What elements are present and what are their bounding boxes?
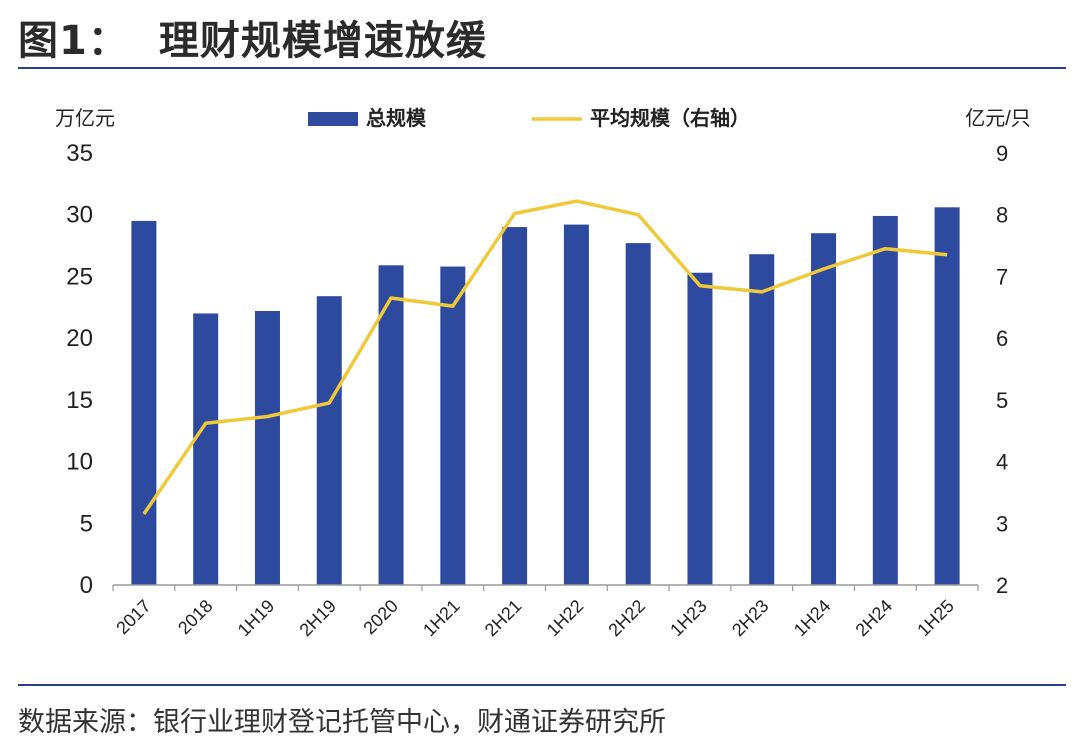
- right-axis-label: 亿元/只: [965, 107, 1031, 130]
- source-note: 数据来源：银行业理财登记托管中心，财通证券研究所: [18, 707, 666, 738]
- x-axis: [112, 584, 979, 591]
- footer-divider: [18, 684, 1066, 686]
- x-tick-label: 2H21: [481, 596, 526, 641]
- x-tick-label: 1H25: [913, 596, 958, 641]
- bar-2H24: [872, 215, 898, 585]
- left-tick-label: 15: [66, 387, 93, 414]
- x-tick-label: 1H21: [419, 596, 464, 641]
- x-tick-label: 2020: [359, 596, 401, 638]
- bar-2H19: [316, 296, 342, 585]
- right-tick-label: 4: [996, 450, 1008, 475]
- left-tick-label: 20: [66, 325, 93, 352]
- left-tick-label: 30: [66, 202, 93, 229]
- title-divider: [18, 67, 1066, 69]
- left-tick-label: 25: [66, 263, 93, 290]
- left-tick-label: 0: [80, 572, 93, 599]
- legend-bar-swatch: [308, 112, 358, 126]
- left-axis-ticks: 0 5 10 15 20 25 30 35: [66, 140, 93, 599]
- bar-2H23: [749, 254, 775, 585]
- x-tick-label: 1H19: [234, 596, 279, 641]
- right-tick-label: 7: [996, 264, 1008, 289]
- bar-1H21: [440, 266, 466, 585]
- combo-chart: 0 5 10 15 20 25 30 35 2 3 4 5 6 7 8 9 2017 2018 1H19 2H19…: [55, 106, 1031, 641]
- bar-1H19: [254, 310, 280, 585]
- figure-label: 图1：: [18, 18, 129, 64]
- x-tick-label: 2017: [112, 596, 154, 638]
- x-tick-label: 2H22: [604, 596, 649, 641]
- right-tick-label: 8: [996, 203, 1008, 228]
- bar-1H22: [563, 224, 589, 586]
- x-tick-label: 1H24: [790, 596, 835, 641]
- bar-2017: [131, 220, 157, 585]
- bar-2H22: [625, 243, 651, 586]
- right-tick-label: 2: [996, 573, 1008, 598]
- right-tick-label: 3: [996, 511, 1008, 536]
- x-tick-label: 2H19: [296, 596, 341, 641]
- bar-2H21: [502, 227, 528, 586]
- figure-title-text: 理财规模增速放缓: [158, 18, 487, 64]
- line-series-average: [142, 199, 948, 515]
- average-scale-line: [142, 199, 948, 515]
- x-tick-label: 2018: [174, 596, 216, 638]
- bar-1H23: [687, 272, 713, 585]
- left-tick-label: 5: [80, 510, 93, 537]
- figure-title: 图1： 理财规模增速放缓: [18, 8, 487, 66]
- left-tick-label: 10: [66, 449, 93, 476]
- bar-2018: [193, 313, 219, 585]
- right-tick-label: 5: [996, 388, 1008, 413]
- x-tick-label: 1H22: [543, 596, 588, 641]
- left-axis-label: 万亿元: [55, 107, 115, 130]
- legend-line-label: 平均规模（右轴）: [590, 106, 750, 130]
- bar-2020: [378, 265, 404, 585]
- x-tick-label: 2H24: [852, 596, 897, 641]
- right-tick-label: 9: [996, 141, 1008, 166]
- right-tick-label: 6: [996, 326, 1008, 351]
- bar-1H24: [811, 233, 837, 585]
- x-tick-label: 2H23: [728, 596, 773, 641]
- right-axis-ticks: 2 3 4 5 6 7 8 9: [996, 141, 1008, 598]
- bar-series-total: [131, 207, 960, 586]
- legend: 总规模 平均规模（右轴）: [308, 106, 750, 130]
- left-tick-label: 35: [66, 140, 93, 167]
- legend-bar-label: 总规模: [366, 106, 427, 130]
- x-tick-label: 1H23: [666, 596, 711, 641]
- bar-1H25: [934, 207, 960, 585]
- x-axis-labels: 2017 2018 1H19 2H19 2020 1H21 2H21 1H22 2H22 1H23…: [112, 596, 958, 641]
